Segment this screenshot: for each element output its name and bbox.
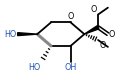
Text: HO: HO xyxy=(28,63,40,72)
Text: O: O xyxy=(108,30,114,39)
Text: OH: OH xyxy=(64,63,76,72)
Text: O: O xyxy=(98,41,105,50)
Text: HO: HO xyxy=(4,30,17,39)
Text: O: O xyxy=(90,5,96,14)
Polygon shape xyxy=(17,33,37,36)
Polygon shape xyxy=(84,26,98,34)
Text: O: O xyxy=(67,12,73,21)
